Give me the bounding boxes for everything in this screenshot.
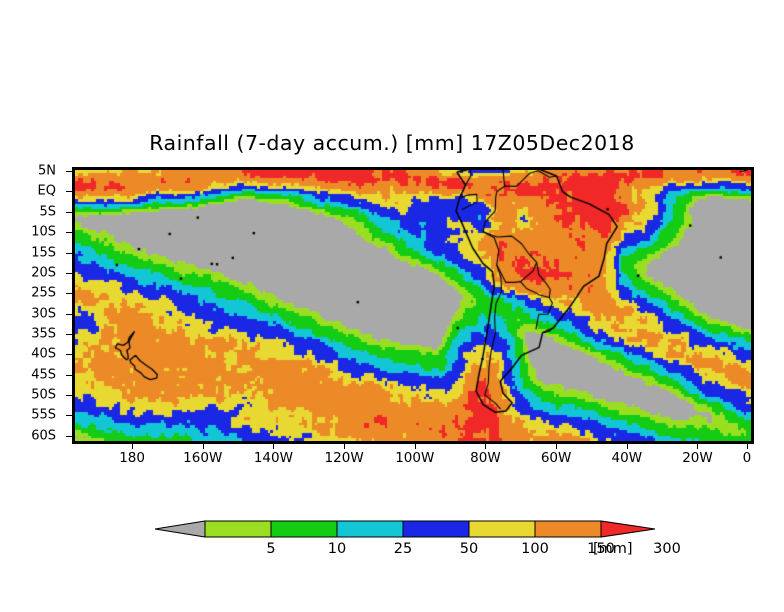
y-axis-tick-mark [66, 334, 72, 335]
y-axis-tick-mark [66, 293, 72, 295]
y-axis-tick-label: 30S [31, 306, 56, 322]
y-axis-tick-label: 35S [31, 326, 56, 342]
x-axis-tick-mark [556, 444, 558, 449]
y-axis-tick-mark [66, 232, 72, 234]
colorbar-tick-label: 150 [587, 541, 615, 557]
x-axis-tick-mark [273, 444, 275, 449]
y-axis-tick-label: 15S [31, 245, 56, 261]
x-axis-tick-label: 80W [470, 450, 501, 466]
colorbar-tick-label: 25 [393, 541, 413, 557]
y-axis-tick-mark [66, 272, 72, 274]
y-axis-tick-label: 45S [31, 367, 56, 383]
colorbar-band [468, 520, 536, 538]
y-axis-tick-mark [66, 211, 72, 213]
colorbar-tick-label: 5 [266, 541, 276, 557]
colorbar-unit-label: [mm] [593, 541, 633, 557]
y-axis-tick-mark [66, 252, 72, 254]
x-axis-tick-label: 60W [540, 450, 572, 466]
x-axis-tick-label: 0 [742, 450, 752, 466]
x-axis-tick-label: 40W [611, 450, 643, 466]
map-plot-area[interactable] [72, 167, 754, 444]
y-axis-tick-mark [66, 374, 72, 376]
colorbar-band-min-cap [155, 520, 206, 538]
x-axis-tick-mark [626, 444, 628, 449]
colorbar-band [534, 520, 602, 538]
x-axis-tick-label: 160W [183, 450, 223, 466]
y-axis-tick-label: 10S [31, 224, 56, 240]
y-axis-tick-mark [66, 395, 72, 397]
colorbar-tick-label: 10 [327, 541, 347, 557]
y-axis-tick-mark [66, 313, 72, 315]
x-axis-tick-mark [697, 444, 699, 449]
y-axis-tick-label: EQ [37, 183, 56, 199]
x-axis: 180 160W 140W 120W 100W 80W 60W 40W 20W 0 [72, 444, 754, 470]
rainfall-heatmap-canvas [75, 170, 751, 441]
y-axis-tick-label: 50S [31, 387, 56, 403]
x-axis-tick-label: 20W [682, 450, 713, 466]
x-axis-tick-mark [485, 444, 487, 449]
y-axis-tick-label: 55S [31, 407, 56, 423]
y-axis-tick-label: 5N [38, 163, 56, 179]
colorbar-band [336, 520, 404, 538]
y-axis-tick-label: 25S [31, 285, 56, 301]
colorbar-band [270, 520, 338, 538]
y-axis-tick-label: 40S [31, 346, 56, 362]
x-axis-tick-mark [414, 444, 416, 449]
colorbar-tick-label: 100 [521, 541, 549, 557]
x-axis-tick-mark [202, 444, 204, 449]
y-axis-tick-mark [66, 415, 72, 417]
x-axis-tick-mark [132, 444, 134, 449]
y-axis-tick-label: 5S [39, 204, 56, 220]
y-axis: 5N EQ 5S 10S 15S 20S 25S 30S 35S 40S 45S 50S 55S 60S [0, 163, 72, 444]
colorbar-band [204, 520, 272, 538]
colorbar-tick-label: 300 [653, 541, 681, 557]
y-axis-tick-mark [66, 191, 72, 193]
x-axis-tick-label: 100W [395, 450, 435, 466]
x-axis-tick-mark [344, 444, 346, 449]
x-axis-tick-label: 120W [324, 450, 364, 466]
x-axis-tick-label: 140W [253, 450, 293, 466]
colorbar-band [402, 520, 470, 538]
colorbar-tick-label: 50 [459, 541, 479, 557]
y-axis-tick-label: 60S [31, 428, 56, 444]
colorbar[interactable]: [mm] 5 10 25 50 100 150 300 [155, 519, 681, 565]
y-axis-tick-mark [66, 354, 72, 356]
x-axis-tick-label: 180 [119, 450, 145, 466]
page-title: Rainfall (7-day accum.) [mm] 17Z05Dec201… [149, 131, 635, 155]
y-axis-tick-mark [66, 171, 72, 173]
y-axis-tick-label: 20S [31, 265, 56, 281]
y-axis-tick-mark [66, 435, 72, 437]
x-axis-tick-mark [746, 444, 748, 449]
colorbar-band-max-cap [600, 520, 655, 538]
colorbar-bands [155, 520, 655, 538]
